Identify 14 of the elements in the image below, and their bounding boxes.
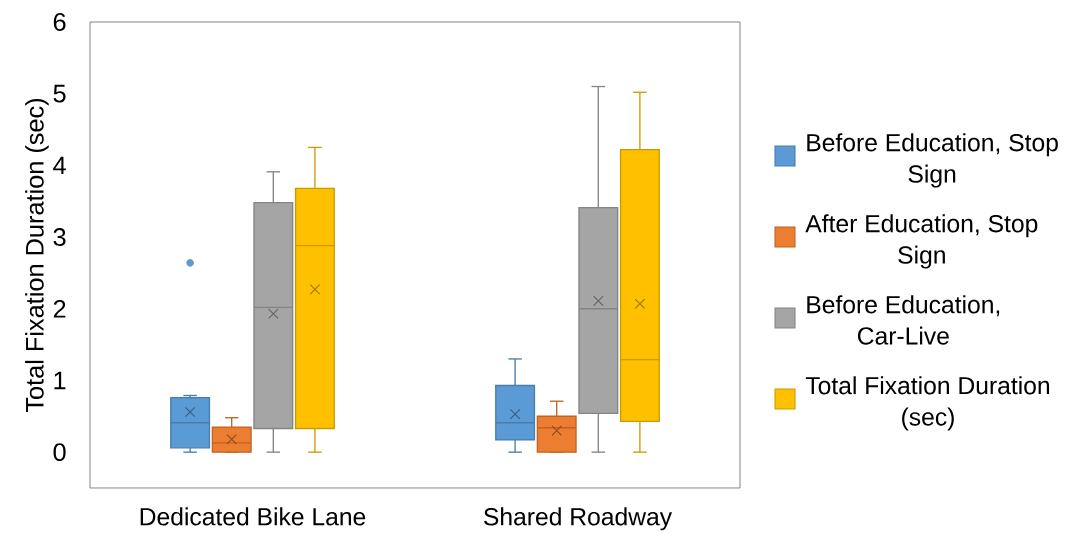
y-tick-label: 3 [53, 228, 66, 247]
legend-label: Total Fixation Duration (sec) [805, 376, 1050, 431]
y-tick-label: 1 [54, 371, 66, 390]
x-tick-label: Dedicated Bike Lane [140, 507, 366, 526]
y-tick-label: 2 [53, 299, 66, 318]
y-tick-label: 0 [53, 443, 66, 462]
y-tick-label: 6 [53, 13, 66, 31]
legend-label: After Education, Stop Sign [805, 214, 1038, 269]
legend-label: Before Education, Car-Live [807, 295, 1000, 345]
y-axis-title: Total Fixation Duration (sec) [25, 98, 49, 413]
legend-label: Before Education, Stop Sign [807, 133, 1058, 188]
x-tick-label: Shared Roadway [484, 507, 673, 531]
y-tick-label: 4 [53, 156, 66, 175]
y-tick-label: 5 [53, 84, 66, 103]
